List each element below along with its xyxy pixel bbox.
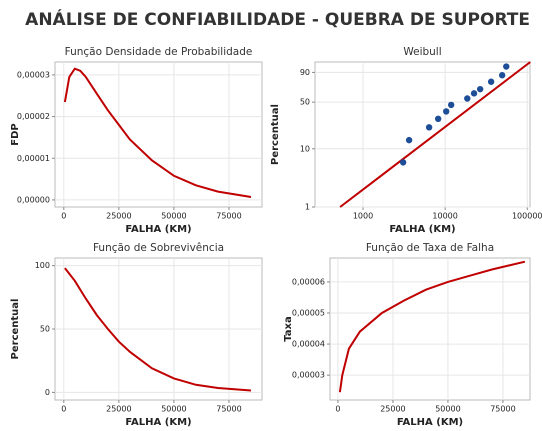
x-tick-label: 75000 (490, 405, 515, 414)
panel-title: Função de Sobrevivência (93, 242, 224, 254)
x-tick-label: 100000 (512, 212, 542, 221)
x-tick-label: 75000 (216, 212, 241, 221)
y-tick-label: 10 (300, 144, 310, 153)
x-tick-label: 25000 (106, 212, 131, 221)
y-tick-label: 0,00004 (292, 340, 325, 349)
y-tick-label: 0,00000 (17, 195, 50, 204)
x-tick-label: 50000 (161, 212, 186, 221)
curve (63, 67, 252, 198)
x-axis-label: FALHA (KM) (125, 417, 191, 428)
panel-title: Função de Taxa de Falha (366, 242, 494, 254)
point (498, 72, 506, 79)
y-tick-label: 0,00005 (292, 308, 325, 317)
x-tick-label: 25000 (106, 405, 131, 414)
x-tick-label: 0 (335, 405, 340, 414)
y-tick-label: 0,00003 (17, 70, 50, 79)
y-tick-label: 50 (40, 325, 50, 334)
y-tick-label: 0,00002 (17, 112, 50, 121)
x-axis-label: FALHA (KM) (389, 224, 455, 235)
x-axis-label: FALHA (KM) (125, 224, 191, 235)
x-tick-label: 1000 (353, 212, 373, 221)
curve (64, 267, 252, 392)
x-tick-label: 25000 (380, 405, 405, 414)
plot-area (329, 257, 531, 401)
y-tick-label: 0,00003 (292, 371, 325, 380)
panel-title: Função Densidade de Probabilidade (65, 46, 253, 58)
point (434, 115, 442, 123)
point (405, 136, 413, 144)
x-tick-label: 75000 (216, 405, 241, 414)
y-axis-label: Percentual (270, 104, 281, 165)
point (443, 108, 450, 115)
y-axis-label: FDP (10, 123, 21, 145)
point (476, 85, 484, 93)
y-axis-label: Taxa (283, 316, 294, 341)
point (487, 78, 495, 85)
point (470, 90, 478, 97)
curve (338, 260, 526, 393)
x-tick-label: 0 (61, 212, 66, 221)
y-axis-label: Percentual (10, 299, 21, 360)
panel-title: Weibull (403, 46, 441, 58)
fit-line (339, 61, 531, 208)
y-tick-label: 100 (35, 261, 50, 270)
y-tick-label: 50 (300, 98, 310, 107)
point (425, 124, 433, 131)
x-tick-label: 0 (61, 405, 66, 414)
y-tick-label: 0,00001 (17, 154, 50, 163)
point (503, 63, 510, 70)
x-axis-label: FALHA (KM) (397, 417, 463, 428)
x-tick-label: 50000 (161, 405, 186, 414)
plot-area (54, 61, 263, 208)
y-tick-label: 0 (45, 388, 50, 397)
plot-area (314, 61, 531, 208)
point (399, 159, 407, 166)
x-tick-label: 10000 (432, 212, 457, 221)
point (464, 95, 471, 102)
y-tick-label: 0,00006 (292, 277, 325, 286)
page-title: ANÁLISE DE CONFIABILIDADE - QUEBRA DE SU… (25, 8, 530, 30)
y-tick-label: 90 (300, 68, 310, 77)
x-tick-label: 50000 (435, 405, 460, 414)
point (447, 101, 455, 109)
y-tick-label: 1 (305, 203, 310, 212)
